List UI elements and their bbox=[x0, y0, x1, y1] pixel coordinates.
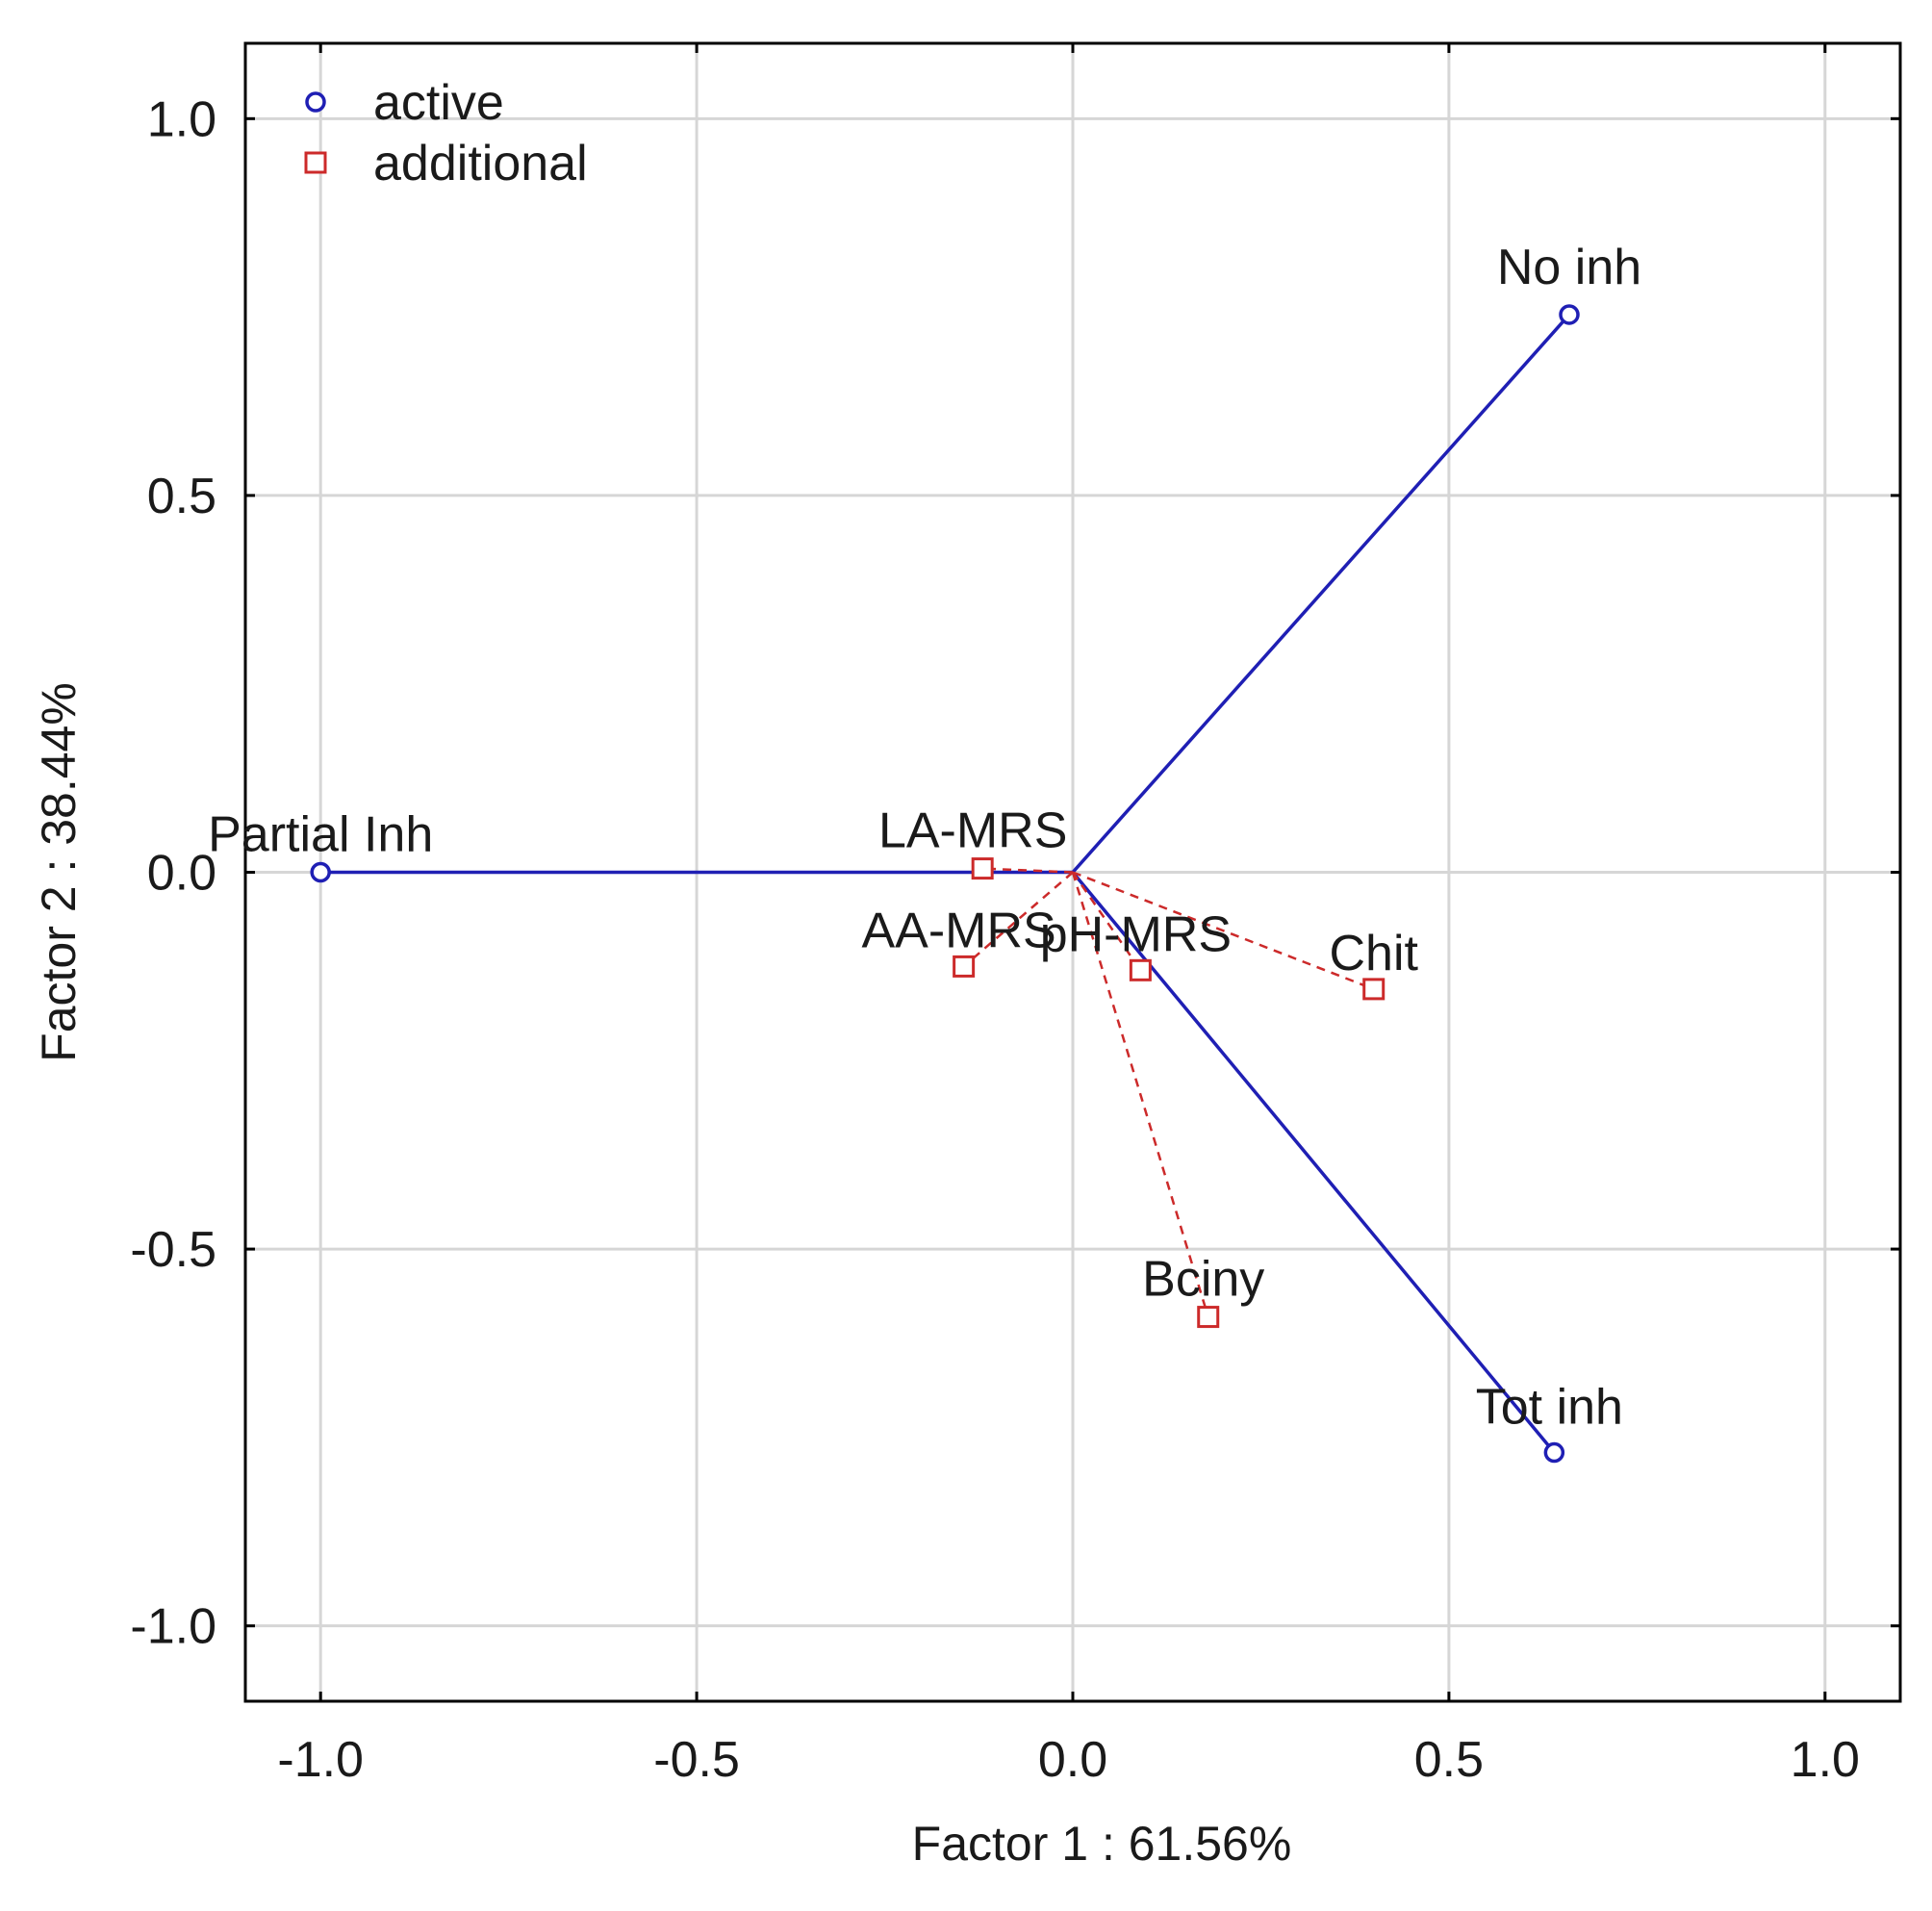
series-markers bbox=[310, 304, 1580, 1464]
additional-point-marker bbox=[1197, 1306, 1220, 1329]
additional-vector-line bbox=[962, 871, 1074, 968]
series-lines bbox=[320, 313, 1571, 1454]
x-tick-label: 0.5 bbox=[1414, 1732, 1484, 1788]
active-point-marker bbox=[1543, 1441, 1565, 1464]
legend: active additional bbox=[304, 75, 588, 191]
legend-label-additional: additional bbox=[373, 136, 588, 191]
legend-marker-additional bbox=[304, 151, 327, 174]
active-point-marker bbox=[310, 861, 331, 883]
x-tick-label: 0.0 bbox=[1038, 1732, 1107, 1788]
x-tick-label: -0.5 bbox=[653, 1732, 740, 1788]
y-tick-label: 0.5 bbox=[147, 469, 216, 524]
legend-marker-active bbox=[305, 91, 326, 113]
additional-vector-line bbox=[1071, 872, 1209, 1317]
active-vector-line bbox=[1071, 313, 1571, 874]
active-vector-line bbox=[1071, 871, 1556, 1454]
x-axis-label: Factor 1 : 61.56% bbox=[912, 1817, 1292, 1871]
tick-labels: -1.0 -0.5 0.0 0.5 1.0 -1.0 -0.5 0.0 0.5 1.0 bbox=[130, 91, 1860, 1788]
additional-vector-line bbox=[1072, 871, 1375, 991]
legend-square-icon bbox=[304, 151, 327, 174]
legend-circle-icon bbox=[305, 91, 326, 113]
point-label: Chit bbox=[1329, 926, 1418, 981]
point-labels: No inh Partial Inh Tot inh LA-MRS AA-MRSpH-M… bbox=[208, 240, 1641, 1436]
point-label: Bciny bbox=[1142, 1252, 1264, 1308]
grid-layer bbox=[245, 43, 1900, 1701]
point-label: AA-MRS bbox=[862, 903, 1056, 958]
legend-label-active: active bbox=[373, 75, 504, 131]
y-tick-label: 0.0 bbox=[147, 846, 216, 902]
y-tick-label: 1.0 bbox=[147, 91, 216, 147]
y-tick-label: -0.5 bbox=[130, 1222, 216, 1278]
tick-marks bbox=[245, 43, 1900, 1701]
additional-point-marker bbox=[1362, 978, 1385, 1001]
active-point-marker bbox=[1559, 304, 1580, 325]
point-label: No inh bbox=[1497, 240, 1641, 295]
y-axis-label: Factor 2 : 38.44% bbox=[32, 682, 86, 1062]
additional-point-marker bbox=[953, 955, 976, 978]
x-tick-label: -1.0 bbox=[277, 1732, 364, 1788]
additional-point-marker bbox=[971, 857, 994, 880]
additional-vector-line bbox=[1071, 871, 1142, 972]
point-label: Partial Inh bbox=[208, 807, 433, 863]
y-tick-label: -1.0 bbox=[130, 1599, 216, 1655]
point-label: pH-MRS bbox=[1040, 906, 1232, 962]
point-label: Tot inh bbox=[1476, 1380, 1623, 1436]
x-tick-label: 1.0 bbox=[1791, 1732, 1860, 1788]
additional-point-marker bbox=[1129, 958, 1152, 981]
point-label: LA-MRS bbox=[878, 803, 1067, 859]
